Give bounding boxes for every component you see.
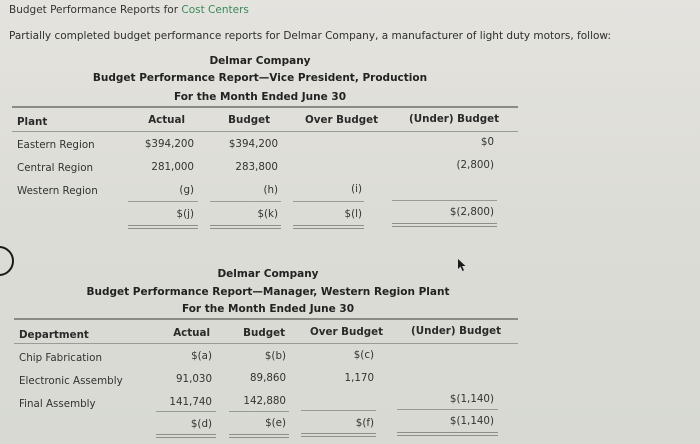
section-heading: Budget Performance Reports for Cost Cent… [9, 4, 249, 16]
row-electronic-assembly-actual: 91,030 [175, 373, 212, 385]
row-final-assembly-name: Final Assembly [19, 398, 96, 410]
header-bottom-rule-2 [14, 343, 518, 344]
report1-company: Delmar Company [209, 55, 311, 67]
report1-title: Budget Performance Report—Vice President… [92, 72, 428, 84]
circle-mark-icon [0, 246, 14, 276]
col-over-budget-2: Over Budget [310, 326, 383, 338]
row-final-assembly-actual: 141,740 [169, 396, 212, 408]
total-over-2: $(f) [355, 417, 374, 429]
budget-total-double-rule [210, 225, 281, 229]
col-plant: Plant [17, 116, 48, 128]
report2-title: Budget Performance Report—Manager, Weste… [86, 286, 450, 298]
cost-centers-link[interactable]: Cost Centers [181, 4, 249, 16]
row-western-region-name: Western Region [17, 185, 98, 197]
over-subtotal-rule-2 [301, 410, 376, 411]
row-central-region-under: (2,800) [456, 159, 494, 171]
total-actual: $(j) [176, 208, 194, 220]
under-subtotal-rule-2 [397, 409, 498, 410]
total-under-2: $(1,140) [449, 415, 494, 427]
row-final-assembly-under: $(1,140) [449, 393, 494, 405]
col-under-budget-2: (Under) Budget [411, 325, 501, 337]
mouse-cursor-icon [458, 259, 466, 271]
header-top-rule [12, 106, 518, 108]
row-chip-fabrication-actual: $(a) [191, 350, 212, 362]
row-chip-fabrication-over: $(c) [353, 349, 374, 361]
col-over-budget: Over Budget [305, 114, 378, 126]
over-total-double-rule-2 [301, 433, 376, 437]
heading-prefix: Budget Performance Reports for [9, 4, 182, 16]
actual-subtotal-rule [128, 201, 198, 202]
row-electronic-assembly-budget: 89,860 [249, 372, 286, 384]
row-electronic-assembly-name: Electronic Assembly [19, 375, 123, 387]
row-western-region-budget: (h) [263, 184, 278, 196]
row-chip-fabrication-budget: $(b) [264, 350, 286, 362]
budget-total-double-rule-2 [229, 434, 289, 438]
row-western-region-actual: (g) [179, 184, 194, 196]
budget-subtotal-rule-2 [229, 411, 289, 412]
row-eastern-region-budget: $394,200 [228, 138, 278, 150]
report1-period: For the Month Ended June 30 [173, 91, 347, 103]
col-under-budget: (Under) Budget [409, 113, 499, 125]
over-subtotal-rule [293, 201, 364, 202]
total-budget-2: $(e) [265, 417, 286, 429]
col-budget: Budget [228, 114, 270, 126]
col-department: Department [19, 329, 89, 341]
header-bottom-rule [12, 131, 518, 132]
over-total-double-rule [293, 225, 364, 229]
row-central-region-actual: 281,000 [151, 161, 194, 173]
total-actual-2: $(d) [190, 418, 212, 430]
col-budget-2: Budget [243, 327, 285, 339]
actual-subtotal-rule-2 [156, 411, 216, 412]
col-actual: Actual [148, 114, 185, 126]
actual-total-double-rule [128, 225, 198, 229]
row-eastern-region-under: $0 [480, 136, 494, 148]
row-central-region-name: Central Region [17, 162, 94, 174]
total-budget: $(k) [257, 208, 278, 220]
total-over: $(l) [344, 208, 362, 220]
actual-total-double-rule-2 [156, 434, 216, 438]
under-total-double-rule-2 [397, 432, 498, 436]
total-under: $(2,800) [449, 206, 494, 218]
row-central-region-budget: 283,800 [235, 161, 278, 173]
col-actual-2: Actual [173, 327, 210, 339]
row-eastern-region-actual: $394,200 [144, 138, 194, 150]
header-top-rule-2 [14, 318, 518, 320]
row-electronic-assembly-over: 1,170 [344, 372, 374, 384]
budget-subtotal-rule [210, 201, 281, 202]
intro-text: Partially completed budget performance r… [9, 30, 611, 42]
row-chip-fabrication-name: Chip Fabrication [19, 352, 102, 364]
row-final-assembly-budget: 142,880 [243, 395, 286, 407]
row-eastern-region-name: Eastern Region [17, 139, 95, 151]
under-subtotal-rule [392, 200, 497, 201]
row-western-region-over: (i) [351, 183, 362, 195]
under-total-double-rule [392, 223, 497, 227]
report2-period: For the Month Ended June 30 [181, 303, 355, 315]
report2-company: Delmar Company [217, 268, 319, 280]
